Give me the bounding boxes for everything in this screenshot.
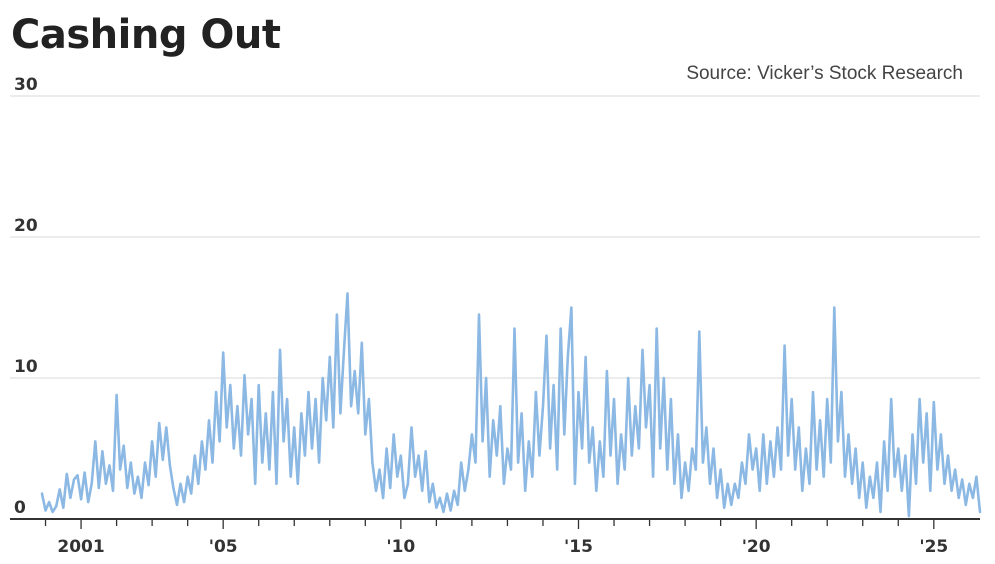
series-line-0 <box>40 292 982 518</box>
y-tick-label-20: 20 <box>14 216 38 236</box>
x-tick-label-2001: 2001 <box>57 537 104 557</box>
grid-layer <box>10 95 980 379</box>
line-layer <box>40 292 982 518</box>
x-tick-label-2015: '15 <box>564 537 593 557</box>
axis-layer: 0 10 20 30 2001 '05 '10 '15 '20 '25 <box>10 75 980 557</box>
x-tick-label-2025: '25 <box>919 537 948 557</box>
source-note: Source: Vicker’s Stock Research <box>686 63 963 84</box>
x-tick-label-2005: '05 <box>209 537 238 557</box>
x-tick-label-2010: '10 <box>386 537 415 557</box>
y-tick-label-0: 0 <box>14 498 26 518</box>
chart-title: Cashing Out <box>11 12 281 58</box>
x-tick-label-2020: '20 <box>742 537 771 557</box>
y-tick-label-30: 30 <box>14 75 38 95</box>
y-tick-label-10: 10 <box>14 357 38 377</box>
